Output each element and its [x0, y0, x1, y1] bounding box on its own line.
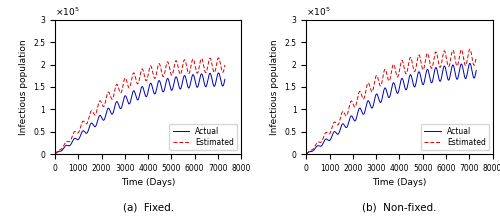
Y-axis label: Infectious population: Infectious population [270, 39, 279, 135]
Estimated [68, 139, 73, 141]
Legend: Actual, Estimated: Actual, Estimated [421, 124, 488, 150]
Actual [140, 85, 145, 88]
Estimated [398, 60, 404, 63]
Estimated [147, 66, 153, 68]
Estimated [52, 153, 58, 155]
Actual [334, 133, 340, 136]
Estimated [406, 64, 411, 66]
Actual [170, 83, 176, 86]
Estimated [467, 48, 473, 51]
Actual [222, 78, 228, 81]
Actual [406, 80, 411, 83]
X-axis label: Time (Days): Time (Days) [121, 178, 176, 187]
Estimated [140, 68, 145, 70]
Actual [84, 132, 89, 135]
Actual [398, 78, 404, 81]
Actual [467, 62, 473, 65]
Actual [304, 153, 310, 155]
Actual [68, 143, 73, 146]
Actual [391, 81, 397, 84]
Actual [319, 144, 325, 147]
Actual [216, 72, 222, 74]
Estimated [319, 139, 325, 142]
Estimated [422, 61, 428, 64]
Actual [147, 83, 153, 86]
Estimated [304, 153, 310, 155]
Text: $\times10^5$: $\times10^5$ [306, 6, 331, 18]
Line: Actual: Actual [55, 73, 225, 154]
Title: (b)  Non-fixed.: (b) Non-fixed. [362, 202, 436, 212]
Estimated [334, 124, 340, 126]
Line: Actual: Actual [306, 63, 476, 154]
Y-axis label: Infectious population: Infectious population [18, 39, 28, 135]
Estimated [84, 123, 89, 125]
Actual [473, 69, 479, 72]
Title: (a)  Fixed.: (a) Fixed. [122, 202, 174, 212]
Actual [422, 77, 428, 79]
Line: Estimated: Estimated [306, 49, 476, 154]
X-axis label: Time (Days): Time (Days) [372, 178, 426, 187]
Text: $\times10^5$: $\times10^5$ [55, 6, 80, 18]
Actual [52, 153, 58, 155]
Estimated [216, 57, 222, 59]
Estimated [222, 64, 228, 66]
Estimated [154, 69, 160, 72]
Legend: Actual, Estimated: Actual, Estimated [170, 124, 237, 150]
Estimated [170, 68, 176, 70]
Line: Estimated: Estimated [55, 58, 225, 154]
Estimated [473, 56, 479, 58]
Actual [154, 85, 160, 88]
Estimated [391, 63, 397, 66]
